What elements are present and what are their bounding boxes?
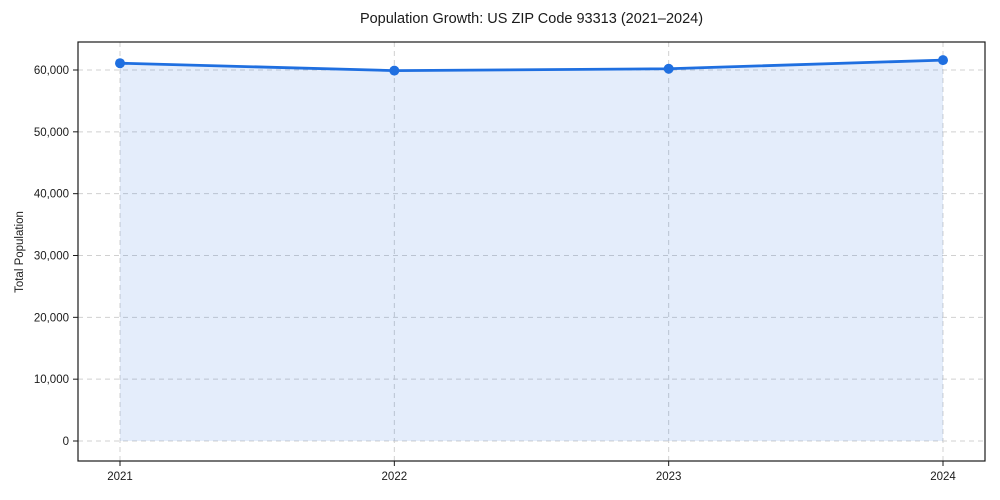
data-point-marker [389, 65, 400, 76]
plot-background [78, 42, 985, 461]
x-tick-label: 2021 [107, 471, 133, 483]
y-tick-label: 60,000 [34, 65, 69, 77]
y-tick-label: 40,000 [34, 189, 69, 201]
y-tick-label: 0 [63, 436, 69, 448]
x-tick-label: 2023 [656, 471, 682, 483]
plot-border [77, 41, 986, 462]
x-tick-label: 2024 [930, 471, 956, 483]
y-tick-label: 50,000 [34, 127, 69, 139]
data-point-marker [938, 55, 948, 66]
series-line [118, 58, 945, 73]
area-fill [120, 60, 943, 442]
chart-title: Population Growth: US ZIP Code 93313 (20… [359, 11, 704, 27]
y-tick-label: 10,000 [34, 374, 69, 386]
data-point-marker [115, 58, 125, 69]
x-tick-label: 2022 [382, 471, 408, 483]
y-tick-label: 30,000 [34, 251, 69, 263]
y-tick-label: 20,000 [34, 312, 69, 324]
data-point-marker [663, 63, 674, 74]
